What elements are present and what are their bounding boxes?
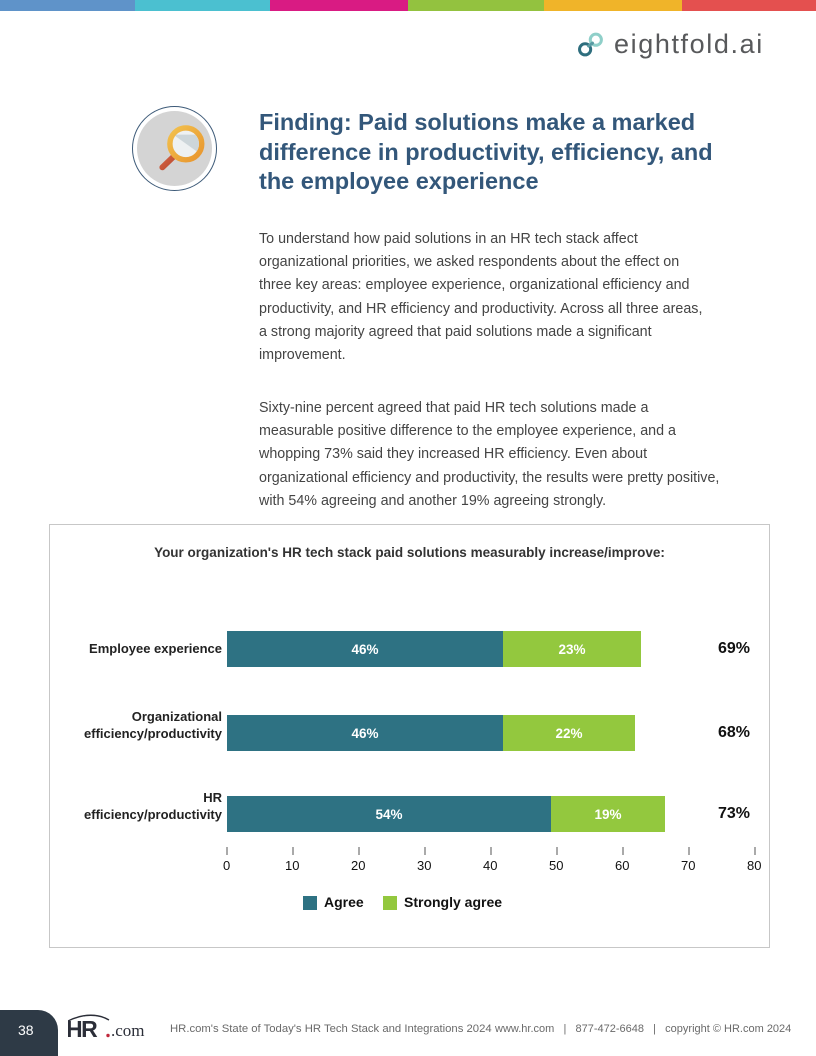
svg-text:.com: .com: [111, 1021, 145, 1040]
svg-text:HR: HR: [68, 1016, 98, 1042]
